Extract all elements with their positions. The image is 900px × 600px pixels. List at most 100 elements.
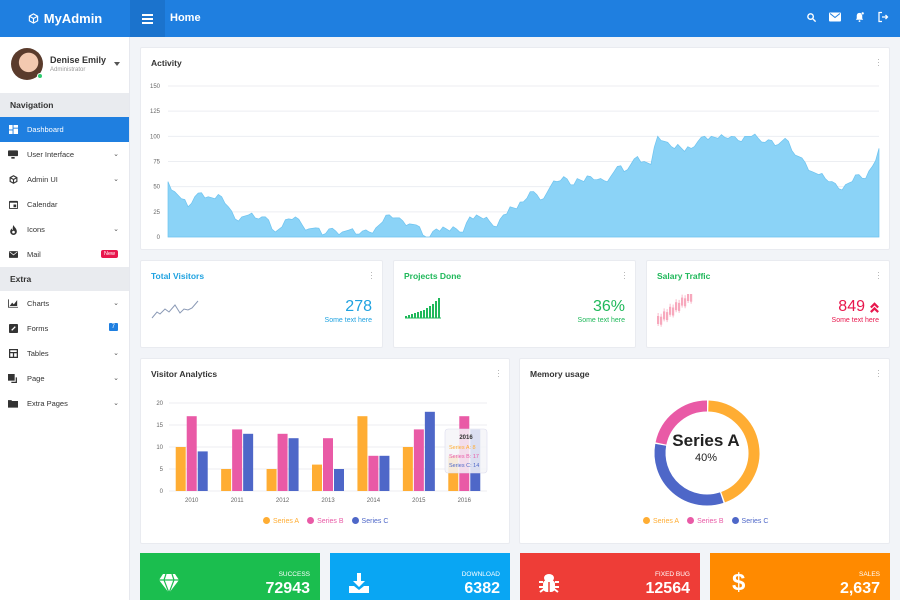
svg-text:0: 0 (160, 489, 164, 495)
tile-sales: $ SALES 2,637 (710, 553, 890, 600)
svg-text:2015: 2015 (412, 498, 426, 504)
visitor-analytics-card: Visitor Analytics · · · 0 5 10 15 20 2010 2011 20… (140, 358, 510, 544)
sidebar-item-icons[interactable]: Icons ⌄ (0, 217, 129, 242)
section-extra: Extra (0, 267, 129, 291)
memory-usage-card: Memory usage · · · Series A 40% Series A S… (519, 358, 890, 544)
chart-legend: Series A Series B Series C (643, 517, 768, 525)
visitors-sparkline (151, 300, 199, 319)
sidebar-item-page[interactable]: Page ⌄ (0, 366, 129, 391)
double-chevron-up-icon (870, 302, 879, 313)
tile-download: DOWNLOAD 6382 (330, 553, 510, 600)
legend-item-series-c[interactable]: Series C (731, 517, 768, 525)
count-badge: 7 (108, 323, 118, 331)
card-title: Activity (151, 58, 182, 68)
sidebar-item-forms[interactable]: Forms 7 (0, 316, 129, 341)
sidebar-item-label: Forms (27, 324, 49, 333)
stat-value: 36% (592, 298, 625, 315)
chart-legend: Series A Series B Series C (263, 517, 388, 525)
menu-toggle-button[interactable] (130, 0, 165, 37)
tile-value: 6382 (464, 580, 500, 597)
caret-down-icon[interactable] (114, 62, 120, 66)
tile-value: 12564 (645, 580, 691, 597)
stat-card-salary-traffic: Salary Traffic · · · 849 Some text here (646, 260, 890, 348)
tile-label: FIXED BUG (654, 571, 690, 578)
svg-text:Series A: 8: Series A: 8 (449, 445, 476, 451)
cube-icon (28, 13, 38, 24)
legend-item-series-b[interactable]: Series B (687, 517, 724, 525)
tile-value: 72943 (265, 580, 311, 597)
more-options-icon[interactable]: · · · (877, 55, 880, 70)
more-options-icon[interactable]: · · · (877, 366, 880, 381)
sidebar-item-tables[interactable]: Tables ⌄ (0, 341, 129, 366)
sidebar-item-admin-ui[interactable]: Admin UI ⌄ (0, 167, 129, 192)
salary-candlestick-sparkline (657, 294, 693, 327)
page-title: Home (170, 12, 201, 24)
section-navigation: Navigation (0, 93, 129, 117)
monitor-icon (8, 150, 18, 160)
stat-card-projects-done: Projects Done · · · 36% Some text here (393, 260, 636, 348)
user-role: Administrator (50, 67, 86, 73)
svg-text:2012: 2012 (276, 498, 290, 504)
search-icon[interactable] (804, 10, 818, 24)
tile-fixed-bug: FIXED BUG 12564 (520, 553, 700, 600)
card-title: Memory usage (530, 369, 590, 379)
card-title: Salary Traffic (657, 271, 711, 281)
stat-card-total-visitors: Total Visitors · · · 278 Some text here (140, 260, 383, 348)
svg-text:50: 50 (153, 185, 160, 191)
bell-icon[interactable] (852, 10, 866, 24)
legend-item-series-a[interactable]: Series A (263, 517, 299, 525)
sidebar-item-label: Mail (27, 250, 41, 259)
sidebar-item-label: Calendar (27, 200, 58, 209)
sidebar-item-label: Icons (27, 225, 45, 234)
fire-icon (8, 224, 18, 235)
stat-value: 278 (345, 298, 372, 315)
mail-icon[interactable] (828, 10, 842, 24)
visitor-bar-chart: 0 5 10 15 20 2010 2011 2012 2013 2014 2015 2016 2016… (156, 401, 488, 504)
sidebar-item-user-interface[interactable]: User Interface ⌄ (0, 142, 129, 167)
bug-icon (539, 574, 559, 593)
svg-text:100: 100 (150, 134, 161, 140)
legend-item-series-a[interactable]: Series A (643, 517, 679, 525)
brand-logo[interactable]: MyAdmin (0, 0, 130, 37)
sidebar-item-label: Charts (27, 299, 50, 308)
dashboard-icon (8, 125, 18, 135)
svg-text:Series B: 17: Series B: 17 (449, 454, 479, 460)
folder-icon (8, 399, 18, 409)
svg-text:2010: 2010 (185, 498, 199, 504)
chevron-down-icon: ⌄ (113, 400, 119, 407)
more-options-icon[interactable]: · · · (370, 268, 373, 283)
logout-icon[interactable] (876, 10, 890, 24)
sidebar-item-label: Extra Pages (27, 399, 68, 408)
sidebar-item-label: User Interface (27, 150, 75, 159)
sidebar-item-label: Page (27, 374, 45, 383)
user-name: Denise Emily (50, 55, 107, 65)
svg-text:10: 10 (156, 445, 163, 451)
svg-text:2014: 2014 (367, 498, 381, 504)
sidebar: Denise Emily Administrator Navigation Da… (0, 37, 130, 600)
sidebar-item-extra-pages[interactable]: Extra Pages ⌄ (0, 391, 129, 416)
svg-text:20: 20 (156, 401, 163, 407)
brand-name: MyAdmin (43, 11, 103, 26)
sidebar-item-mail[interactable]: Mail New (0, 242, 129, 267)
more-options-icon[interactable]: · · · (497, 366, 500, 381)
tile-label: SUCCESS (278, 571, 310, 578)
svg-text:75: 75 (153, 160, 160, 166)
user-profile[interactable]: Denise Emily Administrator (0, 37, 129, 93)
mail-icon (8, 250, 18, 260)
memory-donut-chart (654, 400, 760, 506)
more-options-icon[interactable]: · · · (877, 268, 880, 283)
card-title: Total Visitors (151, 271, 205, 281)
svg-text:5: 5 (160, 467, 164, 473)
legend-item-series-b[interactable]: Series B (307, 517, 344, 525)
dollar-icon: $ (732, 569, 746, 596)
donut-center-label: Series A (672, 431, 740, 450)
more-options-icon[interactable]: · · · (623, 268, 626, 283)
sidebar-item-calendar[interactable]: Calendar (0, 192, 129, 217)
legend-item-series-c[interactable]: Series C (351, 517, 388, 525)
sidebar-item-charts[interactable]: Charts ⌄ (0, 291, 129, 316)
svg-text:2011: 2011 (231, 498, 245, 504)
tile-value: 2,637 (839, 580, 880, 597)
chevron-down-icon: ⌄ (113, 176, 119, 183)
sidebar-item-dashboard[interactable]: Dashboard (0, 117, 129, 142)
stat-subtext: Some text here (577, 317, 625, 324)
